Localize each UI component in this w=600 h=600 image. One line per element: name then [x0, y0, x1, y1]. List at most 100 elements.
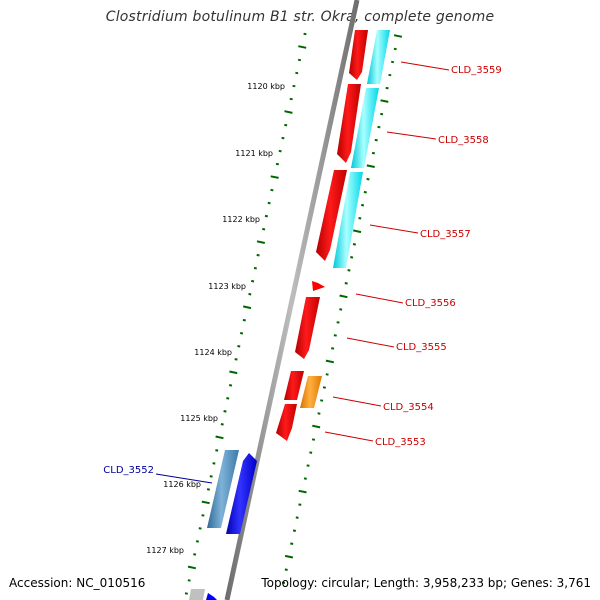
minor-tick	[228, 384, 233, 387]
minor-tick	[358, 217, 362, 220]
minor-tick	[278, 149, 282, 153]
tick-label: 1125 kbp	[180, 414, 218, 423]
genome-summary-text: Topology: circular; Length: 3,958,233 bp…	[261, 576, 591, 590]
gene-feature-cld-3555[interactable]	[295, 297, 320, 359]
minor-tick	[295, 516, 299, 519]
annotation-features	[333, 30, 390, 268]
gene-features-reverse	[189, 450, 257, 600]
minor-tick	[289, 97, 293, 101]
major-tick	[366, 164, 375, 168]
gene-label-cld-3554[interactable]: CLD_3554	[383, 402, 434, 413]
major-tick	[242, 305, 252, 310]
gene-label-cld-3555[interactable]: CLD_3555	[396, 342, 447, 353]
gene-feature-grey	[189, 589, 205, 600]
gene-label-cld-3557[interactable]: CLD_3557	[420, 229, 471, 240]
gene-feature-blue[interactable]	[226, 453, 257, 534]
minor-tick	[290, 542, 294, 545]
minor-tick	[195, 540, 200, 543]
major-tick	[270, 175, 279, 179]
major-tick	[284, 554, 294, 559]
gene-label-cld-3556[interactable]: CLD_3556	[405, 298, 456, 309]
gene-label-cld-3552[interactable]: CLD_3552	[103, 465, 154, 476]
gene-feature-cld-3554-orange[interactable]	[300, 376, 322, 408]
tick-labels: 1120 kbp 1121 kbp 1122 kbp 1123 kbp 1124…	[146, 82, 285, 555]
gene-feature-cld-3558[interactable]	[337, 84, 361, 163]
minor-tick	[184, 592, 189, 595]
annotation-feature[interactable]	[367, 30, 390, 84]
minor-tick	[206, 488, 211, 491]
annotation-feature[interactable]	[333, 172, 363, 268]
minor-tick	[187, 579, 191, 582]
major-tick	[298, 45, 307, 49]
minor-tick	[284, 568, 288, 571]
gene-features-forward	[276, 30, 368, 441]
gene-feature-cld-3559[interactable]	[349, 30, 368, 80]
minor-tick	[390, 60, 395, 64]
minor-tick	[380, 112, 384, 116]
accession-text: Accession: NC_010516	[9, 576, 146, 590]
tick-label: 1123 kbp	[208, 282, 246, 291]
minor-tick	[281, 581, 286, 584]
gene-feature-cld-3553[interactable]	[276, 404, 297, 441]
minor-tick	[281, 136, 285, 140]
gene-label-cld-3559[interactable]: CLD_3559	[451, 65, 502, 76]
minor-tick	[385, 86, 389, 90]
tick-label: 1124 kbp	[194, 348, 232, 357]
minor-tick	[240, 332, 244, 335]
gene-feature-cld-3552[interactable]	[207, 450, 239, 528]
tick-label: 1127 kbp	[146, 546, 184, 555]
minor-tick	[374, 138, 378, 142]
major-tick	[201, 500, 210, 505]
map-title: Clostridium botulinum B1 str. Okra, comp…	[105, 9, 495, 25]
gene-label-cld-3553[interactable]: CLD_3553	[375, 437, 426, 448]
minor-tick	[339, 308, 343, 311]
minor-tick	[292, 529, 297, 532]
minor-tick	[250, 279, 255, 283]
genome-backbone	[224, 0, 360, 600]
minor-tick	[330, 347, 335, 350]
major-tick	[298, 489, 307, 494]
gene-feature-cld-3557[interactable]	[316, 170, 347, 261]
gene-labels: CLD_3559 CLD_3558 CLD_3557 CLD_3556 CLD_…	[103, 65, 501, 476]
label-leader-lines	[155, 61, 450, 484]
minor-tick	[292, 84, 296, 88]
minor-tick	[322, 386, 327, 389]
tick-track-left	[184, 32, 307, 595]
minor-tick	[215, 449, 219, 452]
major-tick	[215, 435, 224, 440]
minor-tick	[242, 318, 246, 322]
major-tick	[393, 34, 403, 38]
minor-tick	[298, 503, 302, 506]
minor-tick	[333, 334, 337, 337]
minor-tick	[352, 243, 357, 246]
major-tick	[352, 229, 362, 234]
minor-tick	[193, 553, 197, 556]
minor-tick	[284, 123, 288, 127]
gene-feature-cld-3554-red[interactable]	[284, 371, 304, 400]
minor-tick	[363, 190, 367, 194]
minor-tick	[388, 73, 392, 77]
major-tick	[339, 294, 348, 299]
minor-tick	[220, 423, 224, 426]
gene-feature-cld-3556[interactable]	[312, 281, 325, 291]
minor-tick	[226, 397, 230, 400]
annotation-feature[interactable]	[351, 88, 379, 168]
minor-tick	[311, 438, 316, 441]
minor-tick	[237, 345, 241, 348]
minor-tick	[336, 321, 340, 324]
minor-tick	[262, 227, 266, 231]
minor-tick	[306, 464, 310, 467]
minor-tick	[270, 188, 274, 192]
minor-tick	[371, 151, 375, 155]
minor-tick	[264, 214, 268, 218]
minor-tick	[317, 412, 321, 415]
major-tick	[312, 424, 321, 429]
minor-tick	[267, 201, 271, 205]
tick-label: 1120 kbp	[247, 82, 285, 91]
minor-tick	[212, 462, 216, 465]
gene-label-cld-3558[interactable]: CLD_3558	[438, 135, 489, 146]
major-tick	[256, 240, 266, 244]
minor-tick	[344, 282, 348, 285]
tick-track-right	[281, 34, 403, 584]
